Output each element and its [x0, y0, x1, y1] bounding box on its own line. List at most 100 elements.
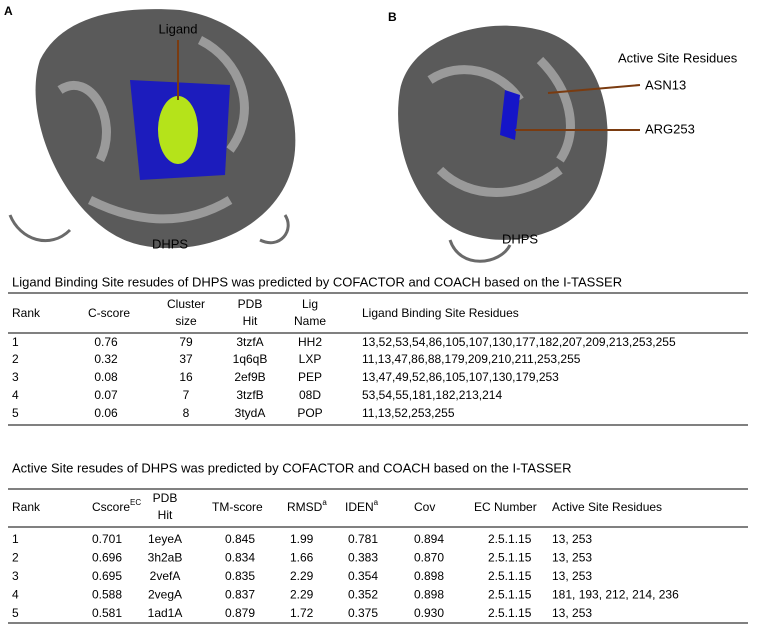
column-header: Name: [294, 314, 326, 328]
table-cell: 3tydA: [235, 406, 266, 420]
table-cell: 16: [179, 370, 193, 384]
table-cell: 4: [12, 388, 19, 402]
table-cell: POP: [297, 406, 322, 420]
table-cell: 1: [12, 532, 19, 546]
table-cell: 13, 253: [552, 606, 592, 620]
table-cell: 0.837: [225, 588, 255, 602]
column-header: EC Number: [474, 500, 537, 514]
table-cell: 2.5.1.15: [488, 569, 532, 583]
table-cell: 1eyeA: [148, 532, 182, 546]
column-header: Cov: [414, 500, 435, 514]
panel-label: B: [388, 10, 397, 24]
protein-b: [398, 25, 641, 263]
column-header: Rank: [12, 306, 41, 320]
residue-label: ASN13: [645, 77, 686, 92]
table-cell: 13,52,53,54,86,105,107,130,177,182,207,2…: [362, 335, 676, 349]
protein-label: DHPS: [152, 236, 188, 251]
table-cell: 5: [12, 406, 19, 420]
table-cell: 0.695: [92, 569, 122, 583]
table-cell: 2: [12, 352, 19, 366]
table-cell: 13,47,49,52,86,105,107,130,179,253: [362, 370, 559, 384]
table-caption: Ligand Binding Site resudes of DHPS was …: [12, 274, 622, 289]
table-cell: 1.66: [290, 551, 314, 565]
column-header: CscoreEC: [92, 498, 141, 514]
table-cell: 0.76: [94, 335, 118, 349]
column-header: Active Site Residues: [552, 500, 662, 514]
table-cell: 4: [12, 588, 19, 602]
table-cell: 3: [12, 370, 19, 384]
table-cell: 2: [12, 551, 19, 565]
table-cell: 08D: [299, 388, 321, 402]
column-header: PDB: [153, 491, 178, 505]
table-cell: 53,54,55,181,182,213,214: [362, 388, 502, 402]
table-cell: 8: [183, 406, 190, 420]
column-header: Lig: [302, 297, 318, 311]
table-cell: 2vefA: [150, 569, 181, 583]
table-cell: 1.99: [290, 532, 314, 546]
column-header: Hit: [243, 314, 258, 328]
table-cell: 2.29: [290, 588, 314, 602]
table-cell: 3: [12, 569, 19, 583]
table-cell: 0.06: [94, 406, 118, 420]
table-cell: 0.870: [414, 551, 444, 565]
table-cell: 3tzfA: [236, 335, 263, 349]
table-cell: 2.5.1.15: [488, 588, 532, 602]
table-cell: 1: [12, 335, 19, 349]
table-cell: 0.845: [225, 532, 255, 546]
table-cell: 3h2aB: [148, 551, 183, 565]
active-site-label: Active Site Residues: [618, 50, 738, 65]
table-cell: 0.07: [94, 388, 118, 402]
table-cell: 0.879: [225, 606, 255, 620]
table-cell: 2.29: [290, 569, 314, 583]
table-cell: 0.383: [348, 551, 378, 565]
table-cell: 0.834: [225, 551, 255, 565]
protein-label: DHPS: [502, 231, 538, 246]
column-header: Cluster: [167, 297, 205, 311]
table-cell: 0.835: [225, 569, 255, 583]
table-cell: PEP: [298, 370, 322, 384]
column-header: IDENa: [345, 498, 379, 514]
header-text: RMSD: [287, 500, 323, 514]
column-header: Rank: [12, 500, 41, 514]
table-cell: 0.32: [94, 352, 118, 366]
column-header: size: [175, 314, 197, 328]
table-cell: 0.588: [92, 588, 122, 602]
table-cell: 11,13,47,86,88,179,209,210,211,253,255: [362, 352, 581, 366]
table-cell: 5: [12, 606, 19, 620]
column-header: PDB: [238, 297, 263, 311]
table-cell: 0.08: [94, 370, 118, 384]
table-cell: 0.581: [92, 606, 122, 620]
column-header: TM-score: [212, 500, 263, 514]
table-cell: 37: [179, 352, 193, 366]
table-cell: 79: [179, 335, 193, 349]
protein-a: [8, 9, 296, 249]
header-superscript: EC: [130, 498, 141, 507]
table-cell: 2.5.1.15: [488, 532, 532, 546]
table-cell: 0.898: [414, 588, 444, 602]
table-cell: 0.894: [414, 532, 444, 546]
table-cell: 13, 253: [552, 551, 592, 565]
header-superscript: a: [374, 498, 379, 507]
table-cell: 11,13,52,253,255: [362, 406, 455, 420]
table-cell: 2ef9B: [234, 370, 265, 384]
table-cell: LXP: [299, 352, 322, 366]
table-cell: 1q6qB: [233, 352, 268, 366]
table-cell: 2vegA: [148, 588, 182, 602]
table-cell: 2.5.1.15: [488, 606, 532, 620]
table-cell: 0.354: [348, 569, 378, 583]
table-cell: 0.696: [92, 551, 122, 565]
table-caption: Active Site resudes of DHPS was predicte…: [12, 460, 571, 475]
table-cell: 7: [183, 388, 190, 402]
column-header: C-score: [88, 306, 130, 320]
table-cell: 181, 193, 212, 214, 236: [552, 588, 679, 602]
table-cell: 0.898: [414, 569, 444, 583]
column-header: Ligand Binding Site Residues: [362, 306, 519, 320]
table-cell: 0.701: [92, 532, 122, 546]
header-superscript: a: [322, 498, 327, 507]
table-cell: 2.5.1.15: [488, 551, 532, 565]
column-header: Hit: [158, 508, 173, 522]
table-cell: 13, 253: [552, 532, 592, 546]
column-header: RMSDa: [287, 498, 327, 514]
table-cell: 0.930: [414, 606, 444, 620]
